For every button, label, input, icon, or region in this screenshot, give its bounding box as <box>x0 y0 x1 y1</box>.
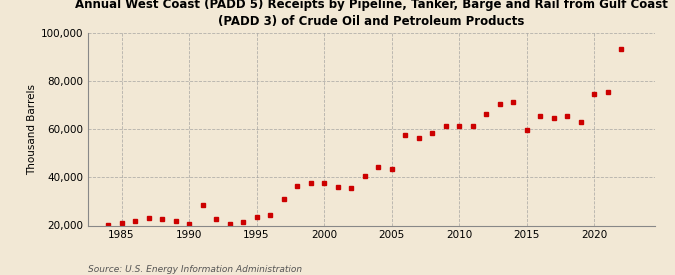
Title: Annual West Coast (PADD 5) Receipts by Pipeline, Tanker, Barge and Rail from Gul: Annual West Coast (PADD 5) Receipts by P… <box>75 0 668 28</box>
Text: Source: U.S. Energy Information Administration: Source: U.S. Energy Information Administ… <box>88 265 302 274</box>
Y-axis label: Thousand Barrels: Thousand Barrels <box>27 84 37 175</box>
